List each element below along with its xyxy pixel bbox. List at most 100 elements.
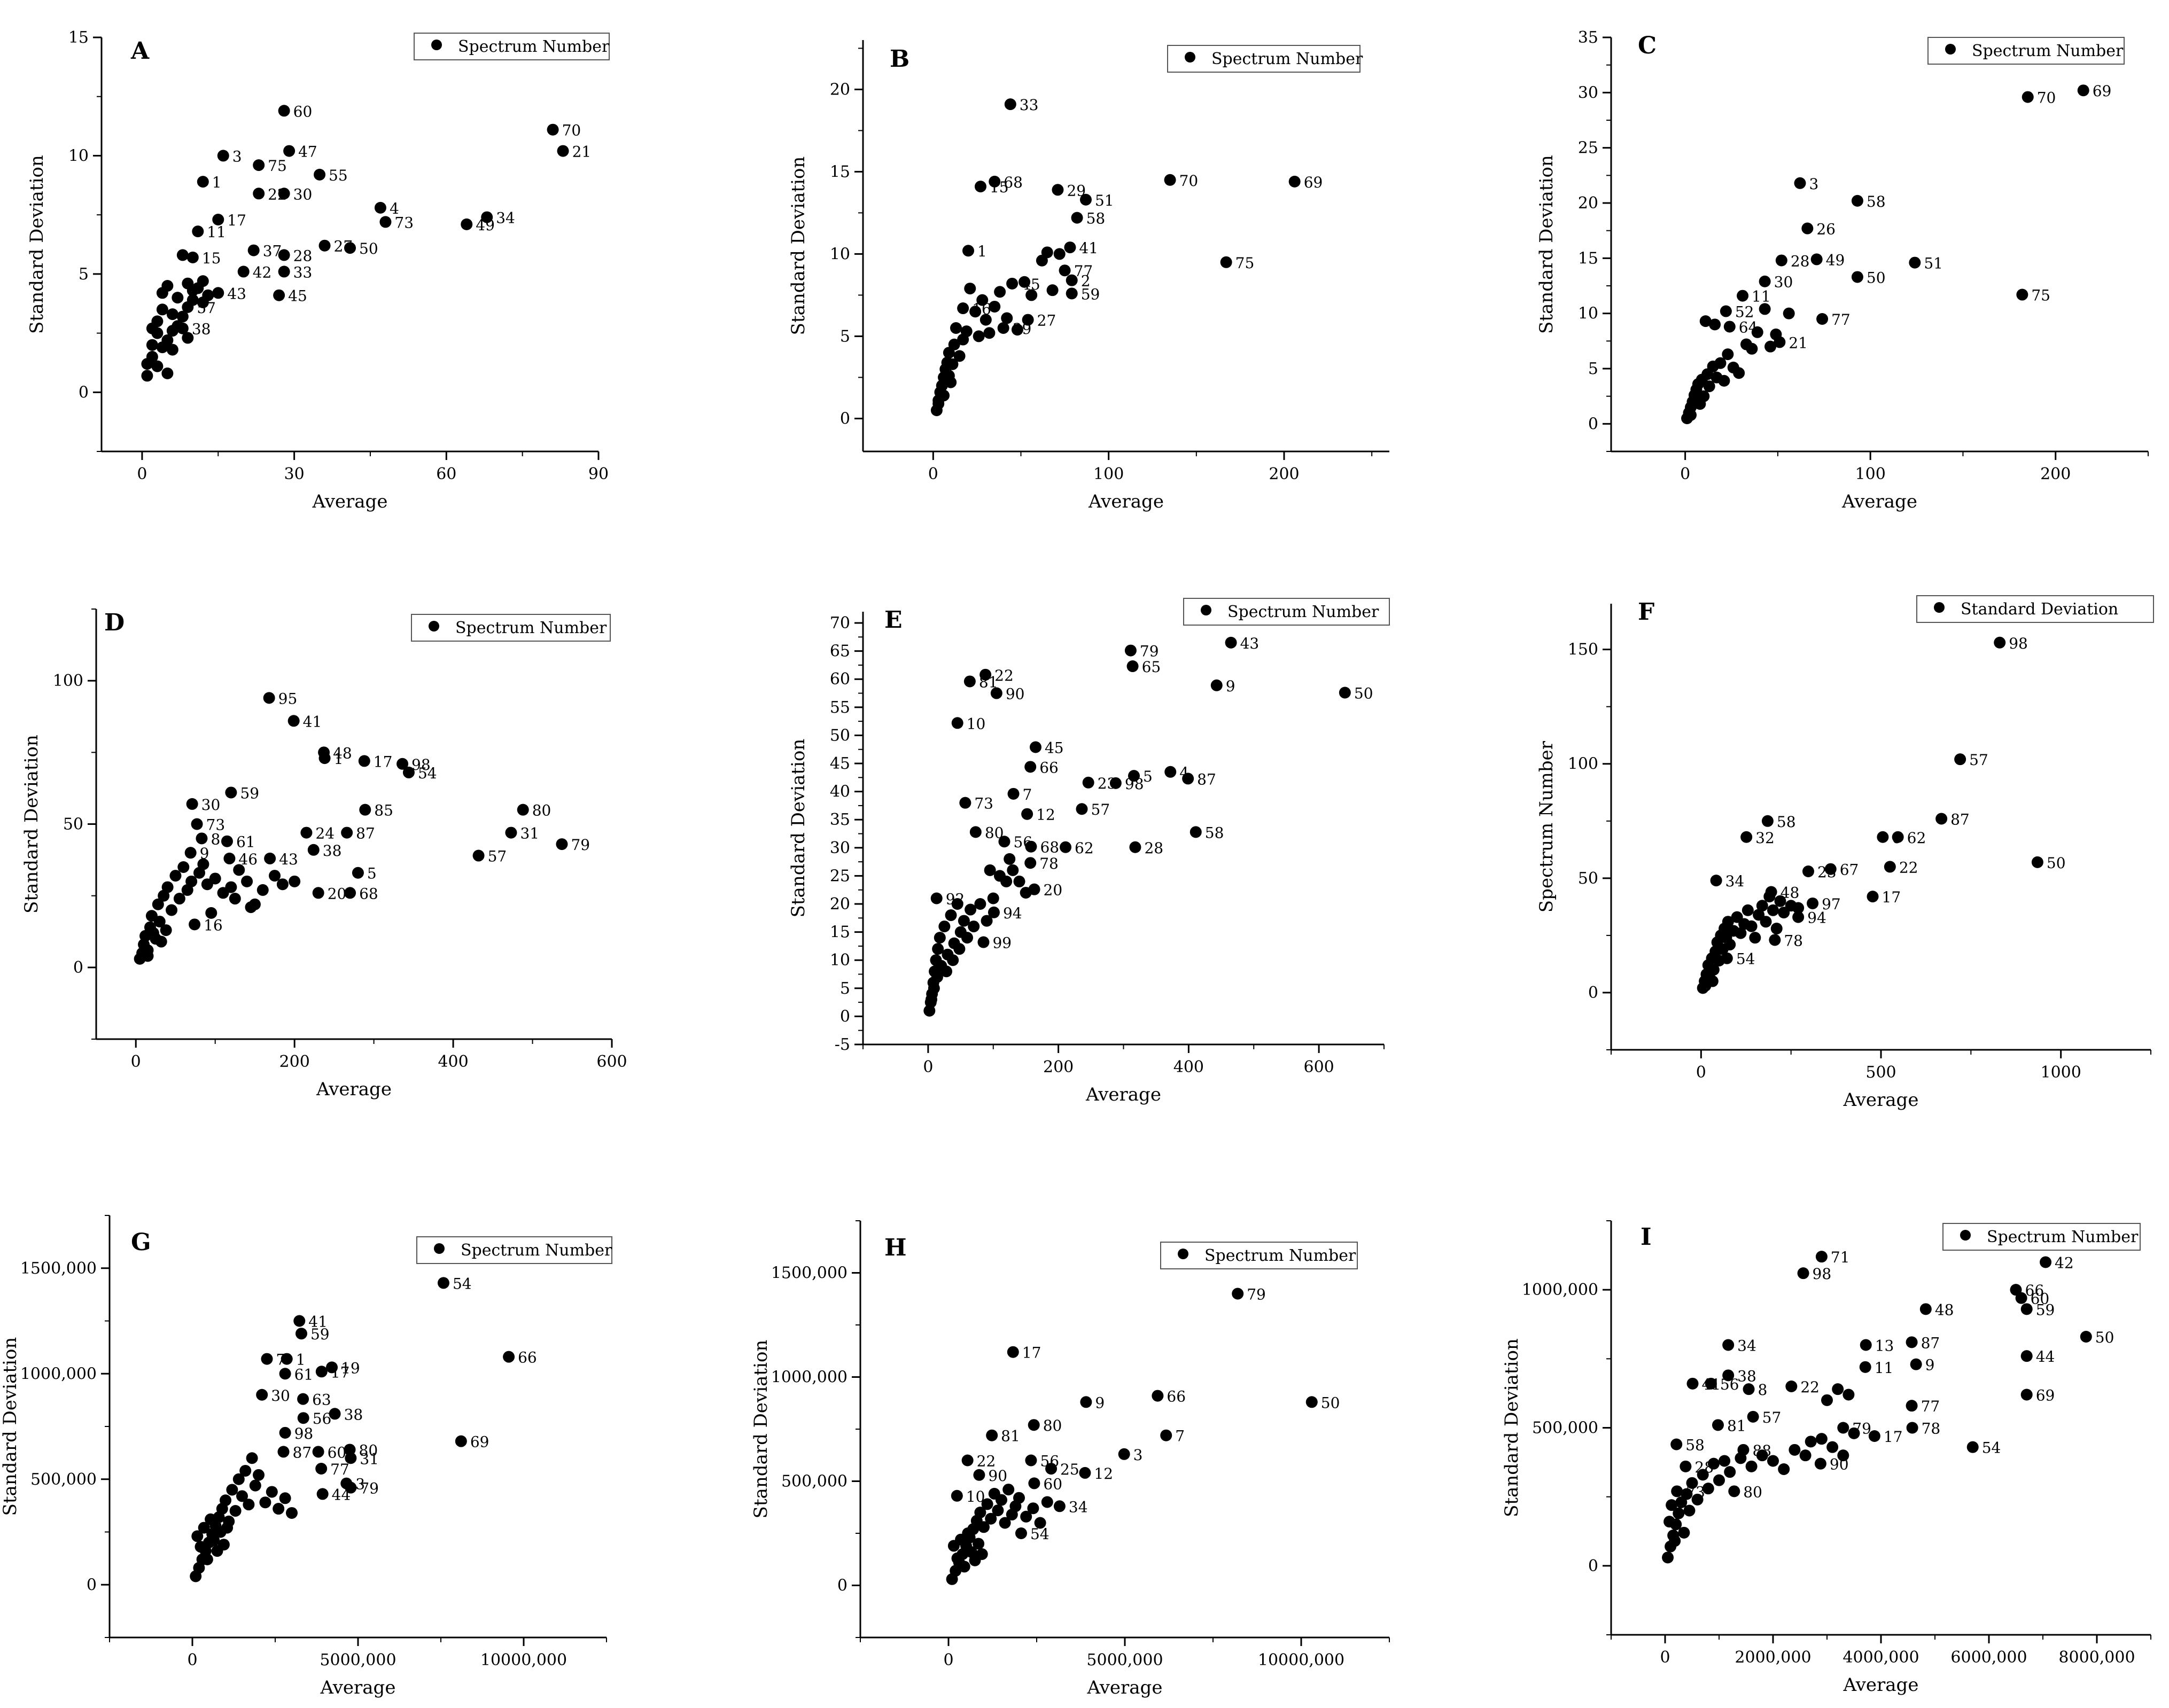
data-point xyxy=(341,826,353,839)
data-point xyxy=(1799,1449,1812,1462)
y-tick-label: 15 xyxy=(830,162,850,181)
point-label: 81 xyxy=(1727,1417,1746,1434)
data-point xyxy=(289,875,301,887)
data-point xyxy=(281,1353,293,1365)
point-label: 57 xyxy=(1762,1409,1782,1426)
data-point xyxy=(1182,773,1194,785)
point-label: 60 xyxy=(328,1444,347,1461)
data-point xyxy=(1164,174,1176,186)
x-tick-label: 0 xyxy=(1696,1063,1706,1082)
data-point xyxy=(253,188,265,200)
x-axis-title: Average xyxy=(1087,1677,1163,1698)
data-point xyxy=(195,1541,207,1553)
y-tick-label: 20 xyxy=(830,80,850,99)
data-point xyxy=(1025,1454,1037,1467)
data-point xyxy=(958,915,970,927)
data-point xyxy=(556,838,568,851)
data-point xyxy=(986,1429,998,1441)
data-point xyxy=(1076,803,1088,815)
y-axis-title: Standard Deviation xyxy=(26,155,48,334)
x-tick-label: 0 xyxy=(928,465,938,483)
data-point xyxy=(1722,348,1734,361)
point-label: 77 xyxy=(330,1461,349,1478)
point-label: 24 xyxy=(315,825,335,843)
data-point xyxy=(1690,397,1702,409)
data-point xyxy=(278,249,290,261)
point-label: 17 xyxy=(374,753,393,770)
x-axis-title: Average xyxy=(320,1677,396,1698)
data-point xyxy=(141,370,153,382)
point-label: 65 xyxy=(1142,658,1161,676)
data-point xyxy=(315,1366,328,1378)
data-point xyxy=(437,1277,449,1289)
data-point xyxy=(981,1498,993,1510)
data-point xyxy=(962,245,974,257)
data-point xyxy=(225,786,237,799)
x-tick-label: 100 xyxy=(1093,465,1124,483)
data-point xyxy=(276,878,289,891)
data-point xyxy=(278,266,290,278)
point-label: 13 xyxy=(1875,1337,1894,1355)
data-point xyxy=(1702,1483,1714,1495)
legend-box xyxy=(411,614,611,642)
data-point xyxy=(146,339,158,351)
legend-label: Spectrum Number xyxy=(1211,50,1363,68)
data-point xyxy=(938,921,951,933)
x-tick-label: 100 xyxy=(1855,465,1886,483)
data-point xyxy=(2010,1284,2022,1296)
point-label: 64 xyxy=(1739,318,1758,336)
point-label: 17 xyxy=(331,1363,350,1381)
y-tick-label: 25 xyxy=(1578,139,1598,158)
data-point xyxy=(1681,1488,1693,1500)
y-axis-title: Standard Deviation xyxy=(788,157,809,336)
data-point xyxy=(1022,314,1034,326)
y-tick-label: 70 xyxy=(830,614,850,633)
y-tick-label: -5 xyxy=(835,1035,850,1054)
point-label: 50 xyxy=(1867,269,1886,286)
data-point xyxy=(345,1481,357,1494)
point-label: 80 xyxy=(1043,1417,1062,1434)
y-tick-label: 40 xyxy=(830,783,850,801)
data-point xyxy=(1994,636,2006,649)
x-tick-label: 1000 xyxy=(2040,1063,2081,1082)
point-label: 19 xyxy=(341,1359,360,1377)
data-point xyxy=(196,832,208,845)
data-point xyxy=(1128,770,1140,782)
y-tick-label: 0 xyxy=(837,1577,848,1595)
point-label: 73 xyxy=(974,795,993,813)
data-point xyxy=(1709,318,1721,331)
data-point xyxy=(318,752,331,765)
data-point xyxy=(269,870,281,882)
y-tick-label: 50 xyxy=(830,726,850,745)
panel-A: 0 30 60 90 0 5 10 15 Average Standard Deviation A S… xyxy=(26,28,610,512)
x-tick-label: 0 xyxy=(187,1651,197,1670)
data-point xyxy=(989,300,1001,313)
data-point xyxy=(197,176,209,188)
data-point xyxy=(1699,315,1712,327)
data-point xyxy=(973,1538,985,1550)
data-point xyxy=(205,1513,217,1525)
data-point xyxy=(1824,863,1837,875)
panel-F: 0 500 1000 0 50 100 150 Average Spectrum Number F… xyxy=(1536,595,2154,1111)
y-tick-label: 500,000 xyxy=(1532,1419,1598,1438)
data-point xyxy=(979,668,992,681)
data-point xyxy=(1906,1422,1918,1434)
point-label: 4 xyxy=(390,200,399,217)
x-tick-label: 5000,000 xyxy=(320,1651,396,1670)
legend-marker xyxy=(1185,52,1195,63)
data-point xyxy=(1815,1433,1828,1445)
point-label: 60 xyxy=(1043,1475,1062,1493)
point-label: 50 xyxy=(1321,1394,1340,1411)
point-label: 38 xyxy=(192,321,211,338)
data-point xyxy=(1082,776,1094,789)
panel-I: 0 2000,000 4000,000 6000,000 8000,000 0 500,00… xyxy=(1501,1220,2151,1696)
data-point xyxy=(1686,1377,1699,1390)
point-label: 79 xyxy=(1140,643,1159,660)
data-point xyxy=(279,1426,291,1439)
data-point xyxy=(1722,916,1734,928)
data-point xyxy=(161,280,174,292)
point-label: 20 xyxy=(1044,882,1063,899)
point-label: 88 xyxy=(1752,1442,1771,1460)
y-axis-title: Spectrum Number xyxy=(1536,740,1557,913)
data-point xyxy=(253,159,265,171)
